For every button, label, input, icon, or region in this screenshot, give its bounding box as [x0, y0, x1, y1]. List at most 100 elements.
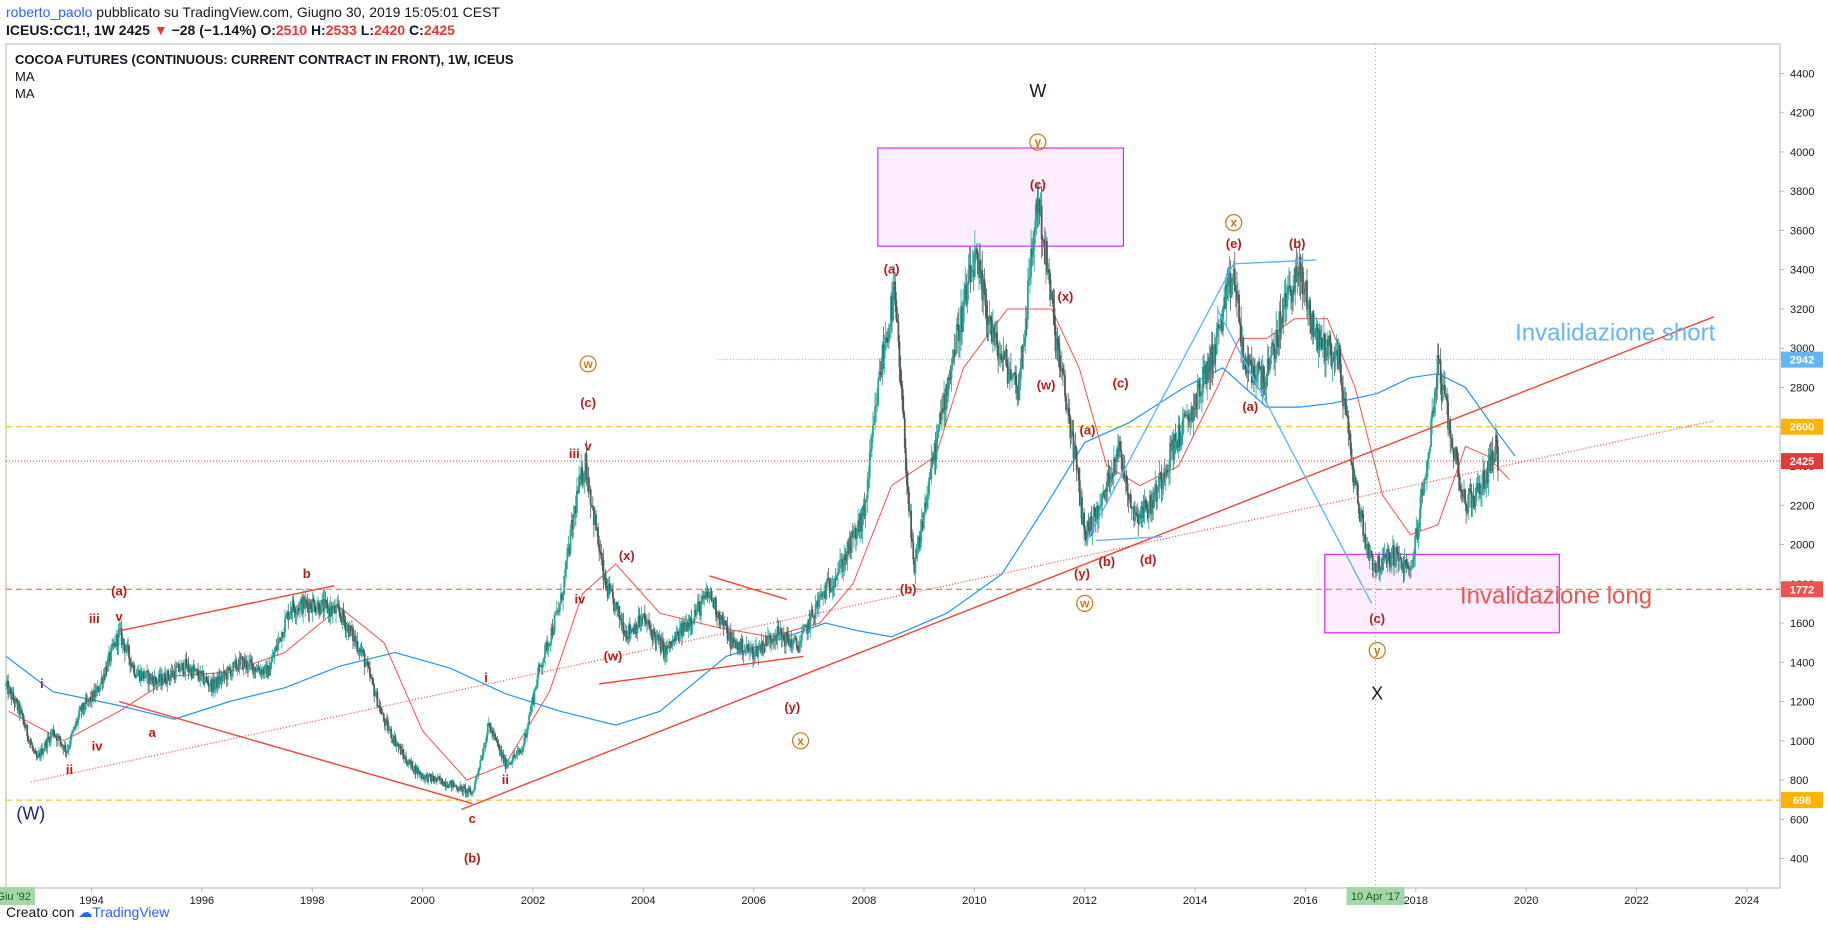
candle-body — [1087, 521, 1090, 530]
candle-body — [1137, 517, 1140, 524]
candle-body — [378, 705, 381, 707]
price-level-badge — [1781, 453, 1823, 470]
candle-body — [714, 597, 717, 615]
candle-body — [1494, 434, 1497, 462]
candle-body — [1222, 306, 1225, 331]
candle-body — [707, 595, 710, 598]
candle-body — [223, 671, 226, 676]
x-tick-label: 2022 — [1624, 895, 1648, 907]
candle-body — [747, 647, 750, 652]
candle-body — [531, 697, 534, 705]
candle-body — [1240, 325, 1243, 347]
candle-body — [248, 661, 250, 670]
candle-body — [1372, 569, 1375, 571]
low-label: L: — [360, 22, 374, 38]
candle-body — [388, 729, 390, 731]
candle-body — [160, 674, 162, 682]
candle-body — [230, 670, 232, 677]
candle-body — [832, 586, 835, 588]
candle-body — [1223, 297, 1226, 307]
candle-body — [1406, 565, 1409, 569]
date-marker-badge — [0, 887, 35, 905]
candle-body — [1453, 454, 1456, 460]
candle-body — [630, 629, 632, 634]
legend-ma-2[interactable]: MA — [15, 86, 35, 101]
candle-body — [304, 599, 307, 609]
time-axis[interactable]: 1994 1996 1998 2000 2002 2004 2006 2008 2010 2012… — [0, 887, 1759, 907]
legend-ma-1[interactable]: MA — [15, 69, 35, 84]
candle-body — [62, 745, 65, 750]
candle-body — [708, 591, 711, 598]
candle-body — [1463, 489, 1465, 498]
candle-body — [236, 667, 239, 669]
candle-body — [843, 554, 846, 567]
wave-label: (a) — [884, 262, 900, 277]
candle-body — [1443, 385, 1446, 395]
candle-body — [736, 642, 739, 649]
candle-body — [1065, 396, 1067, 410]
candle-body — [1013, 372, 1015, 375]
candle-body — [883, 349, 886, 359]
candle-body — [330, 606, 333, 614]
price-axis[interactable]: 4006008001000120014001600180020002200240… — [1780, 68, 1823, 866]
candle-body — [824, 590, 827, 600]
candle-body — [915, 550, 918, 559]
candle-body — [1490, 450, 1493, 472]
candle-body — [511, 761, 514, 764]
candle-body — [586, 476, 589, 481]
close-value: 2425 — [423, 22, 455, 38]
footer-brand[interactable]: TradingView — [92, 904, 170, 920]
candle-body — [1214, 343, 1217, 355]
candle-body — [820, 593, 822, 595]
candle-body — [1298, 256, 1301, 276]
candle-body — [847, 541, 850, 553]
author-link[interactable]: roberto_paolo — [6, 4, 93, 20]
candle-body — [356, 640, 359, 652]
candle-body — [508, 762, 510, 765]
candle-body — [461, 786, 464, 793]
candle-body — [917, 537, 920, 547]
candle-body — [956, 324, 959, 325]
candle-body — [115, 634, 118, 647]
candle-body — [394, 736, 397, 747]
candle-body — [336, 603, 338, 608]
candle-body — [510, 762, 512, 764]
candle-body — [1132, 506, 1134, 508]
candle-body — [334, 605, 336, 614]
x-tick-label: 2010 — [962, 895, 986, 907]
candle-body — [447, 787, 450, 788]
candle-body — [966, 284, 969, 305]
candle-body — [568, 547, 571, 554]
candle-body — [140, 671, 143, 679]
x-tick-label: 2012 — [1073, 895, 1097, 907]
candle-body — [677, 633, 680, 642]
candle-body — [326, 603, 329, 614]
candle-body — [1408, 568, 1411, 570]
candle-body — [499, 749, 502, 751]
candle-body — [284, 618, 286, 633]
candle-body — [1129, 494, 1132, 507]
candle-body — [155, 681, 158, 685]
candle-body — [1025, 318, 1028, 320]
candle-body — [251, 662, 254, 664]
candle-body — [1102, 491, 1105, 496]
candle-body — [999, 353, 1002, 357]
candle-body — [734, 640, 736, 643]
candle-body — [299, 602, 301, 612]
wave-labels: iiiiiiivv(a)abc(b)iiiiiiv(c)iv(x)(w)(y)(… — [16, 81, 1715, 865]
candle-body — [389, 728, 392, 730]
candle-body — [640, 616, 643, 624]
candle-body — [170, 671, 173, 676]
candle-body — [1093, 507, 1096, 512]
candle-body — [692, 620, 695, 624]
candle-body — [1337, 345, 1340, 370]
candle-body — [665, 645, 667, 655]
candle-body — [497, 743, 500, 746]
candle-body — [553, 615, 556, 632]
candle-body — [1182, 413, 1185, 419]
candle-body — [1427, 458, 1429, 462]
candle-body — [580, 467, 583, 479]
candle-body — [1495, 434, 1498, 447]
candle-body — [205, 677, 208, 680]
